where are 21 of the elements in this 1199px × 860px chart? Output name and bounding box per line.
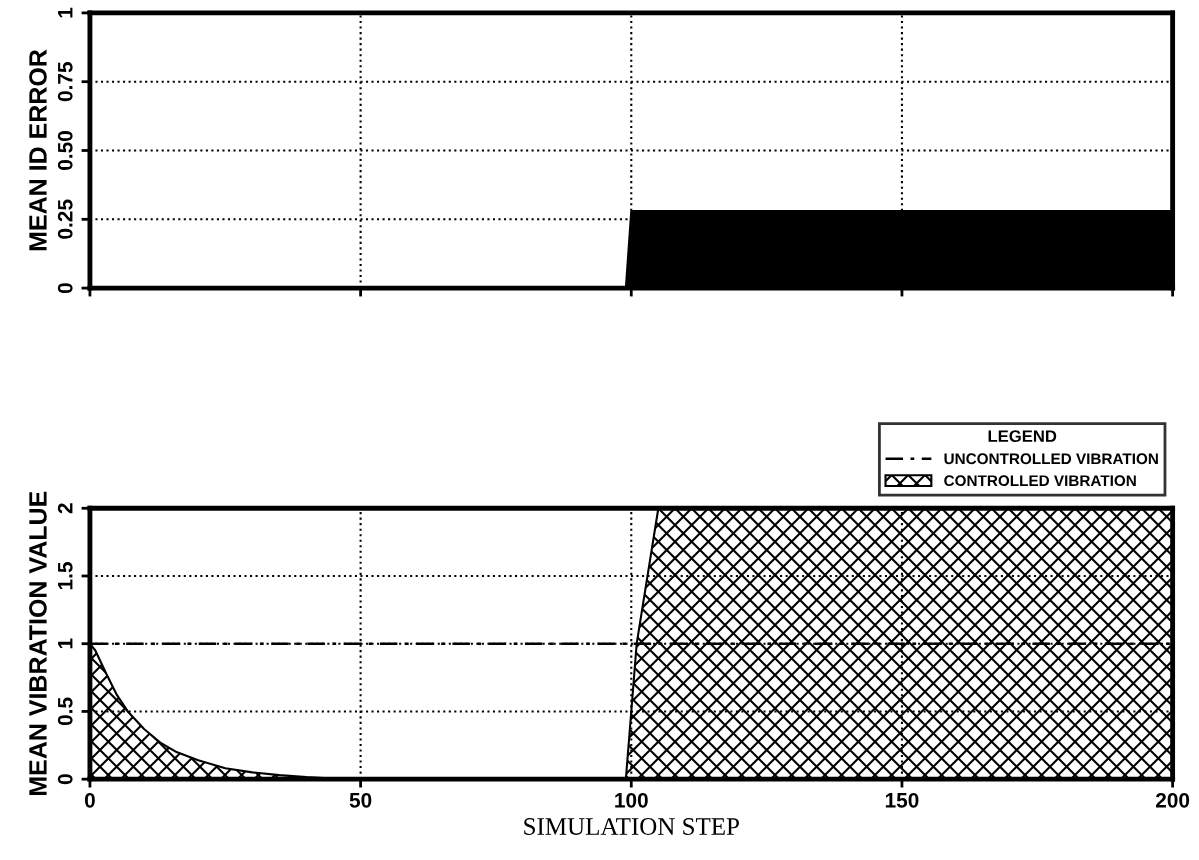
x-tick-label: 50 bbox=[349, 792, 372, 808]
y-tick-label: 0.5 bbox=[57, 697, 73, 726]
x-axis-title: SIMULATION STEP bbox=[524, 818, 739, 835]
x-tick-label: 0 bbox=[84, 792, 95, 808]
y-tick-label: 0 bbox=[57, 283, 73, 294]
legend-title: LEGEND bbox=[988, 430, 1057, 443]
x-tick-label: 100 bbox=[615, 792, 648, 808]
legend-label: CONTROLLED VIBRATION bbox=[944, 475, 1136, 487]
y-tick-label: 0.25 bbox=[57, 199, 73, 239]
y-tick-label: 0 bbox=[57, 774, 73, 785]
y-tick-label: 0.50 bbox=[57, 131, 73, 170]
y-tick-label: 1 bbox=[58, 7, 73, 18]
y-tick-label: 0.75 bbox=[57, 62, 73, 102]
y-tick-label: 2 bbox=[57, 503, 73, 514]
y-tick-label: 1.5 bbox=[58, 562, 73, 590]
y-tick-label: 1 bbox=[58, 638, 73, 649]
y-axis-title: MEAN ID ERROR bbox=[29, 49, 47, 251]
y-axis-title: MEAN VIBRATION VALUE bbox=[29, 491, 47, 796]
legend-label: UNCONTROLLED VIBRATION bbox=[944, 453, 1158, 465]
x-tick-label: 200 bbox=[1155, 792, 1190, 808]
x-tick-label: 150 bbox=[885, 792, 919, 808]
